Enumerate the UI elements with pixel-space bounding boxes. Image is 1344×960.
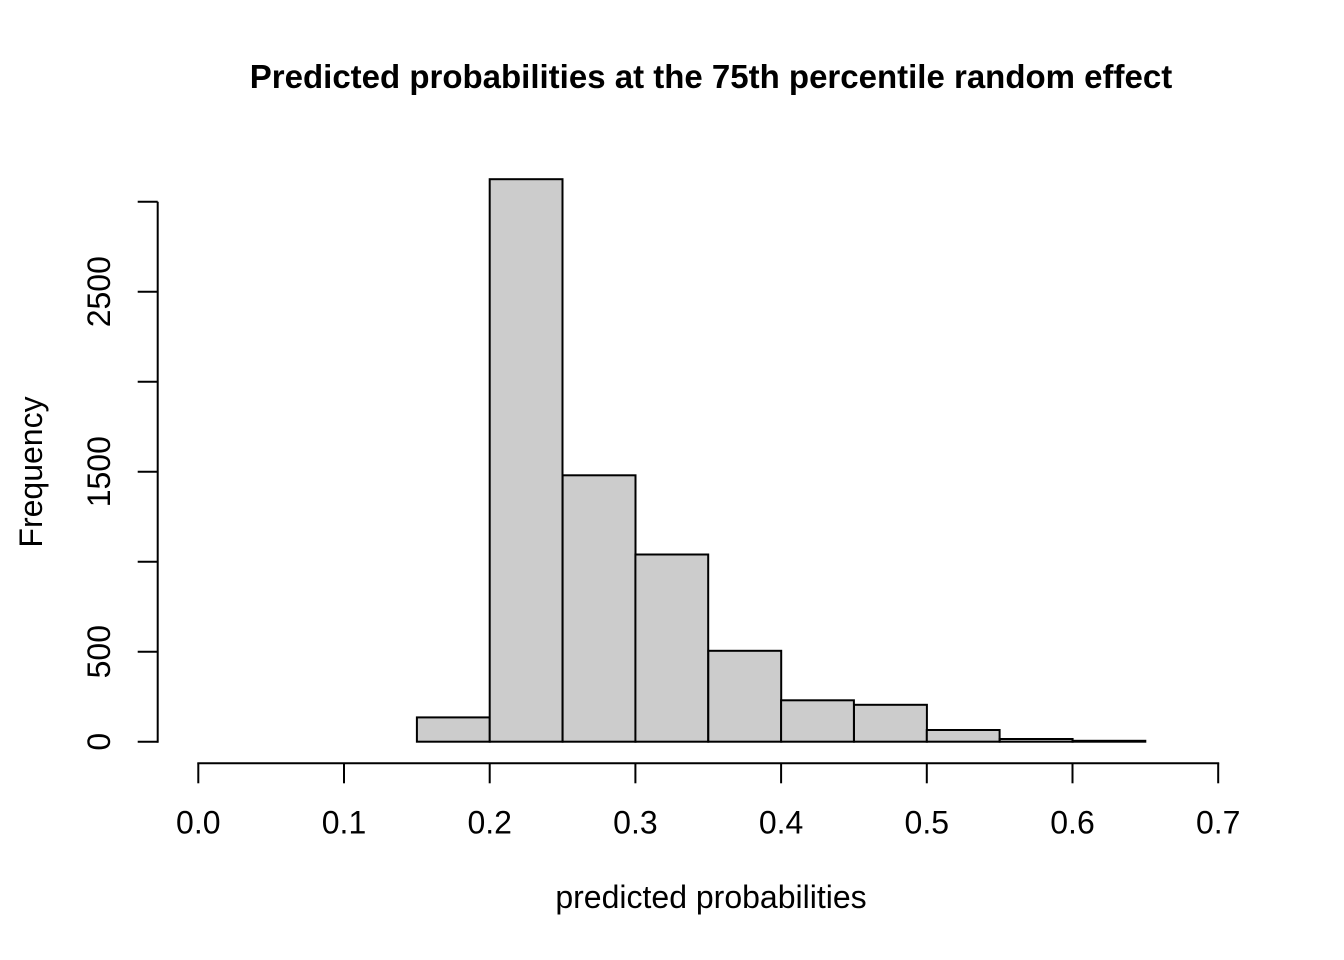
histogram-bar — [853, 703, 928, 743]
x-tick-label: 0.2 — [467, 805, 511, 841]
histogram-bar — [561, 474, 637, 743]
x-tick-label: 0.3 — [613, 805, 657, 841]
histogram-bar — [1071, 739, 1147, 743]
x-tick-label: 0.6 — [1050, 805, 1094, 841]
x-axis-label: predicted probabilities — [555, 879, 866, 915]
x-tick-label: 0.4 — [759, 805, 803, 841]
histogram-bar — [780, 699, 855, 743]
histogram-bar — [415, 716, 491, 743]
y-tick-label: 1500 — [81, 436, 117, 507]
x-tick-label: 0.0 — [176, 805, 220, 841]
y-tick-label: 2500 — [81, 256, 117, 327]
histogram-bar — [925, 729, 1001, 743]
histogram-bar — [707, 649, 783, 743]
histogram-bar — [634, 553, 710, 743]
chart-title: Predicted probabilities at the 75th perc… — [250, 58, 1172, 95]
x-tick-label: 0.7 — [1196, 805, 1240, 841]
x-axis: 0.0 0.1 0.2 0.3 0.4 0.5 0.6 0.7 — [176, 762, 1240, 841]
x-tick-label: 0.1 — [322, 805, 366, 841]
y-tick-label: 500 — [81, 625, 117, 678]
histogram-bars — [415, 178, 1147, 743]
histogram-bar — [998, 738, 1074, 743]
y-axis-label: Frequency — [13, 396, 49, 547]
y-tick-label: 0 — [81, 733, 117, 751]
y-axis: 0 500 1500 2500 — [81, 200, 159, 751]
histogram-bar — [488, 178, 564, 743]
x-tick-label: 0.5 — [905, 805, 949, 841]
